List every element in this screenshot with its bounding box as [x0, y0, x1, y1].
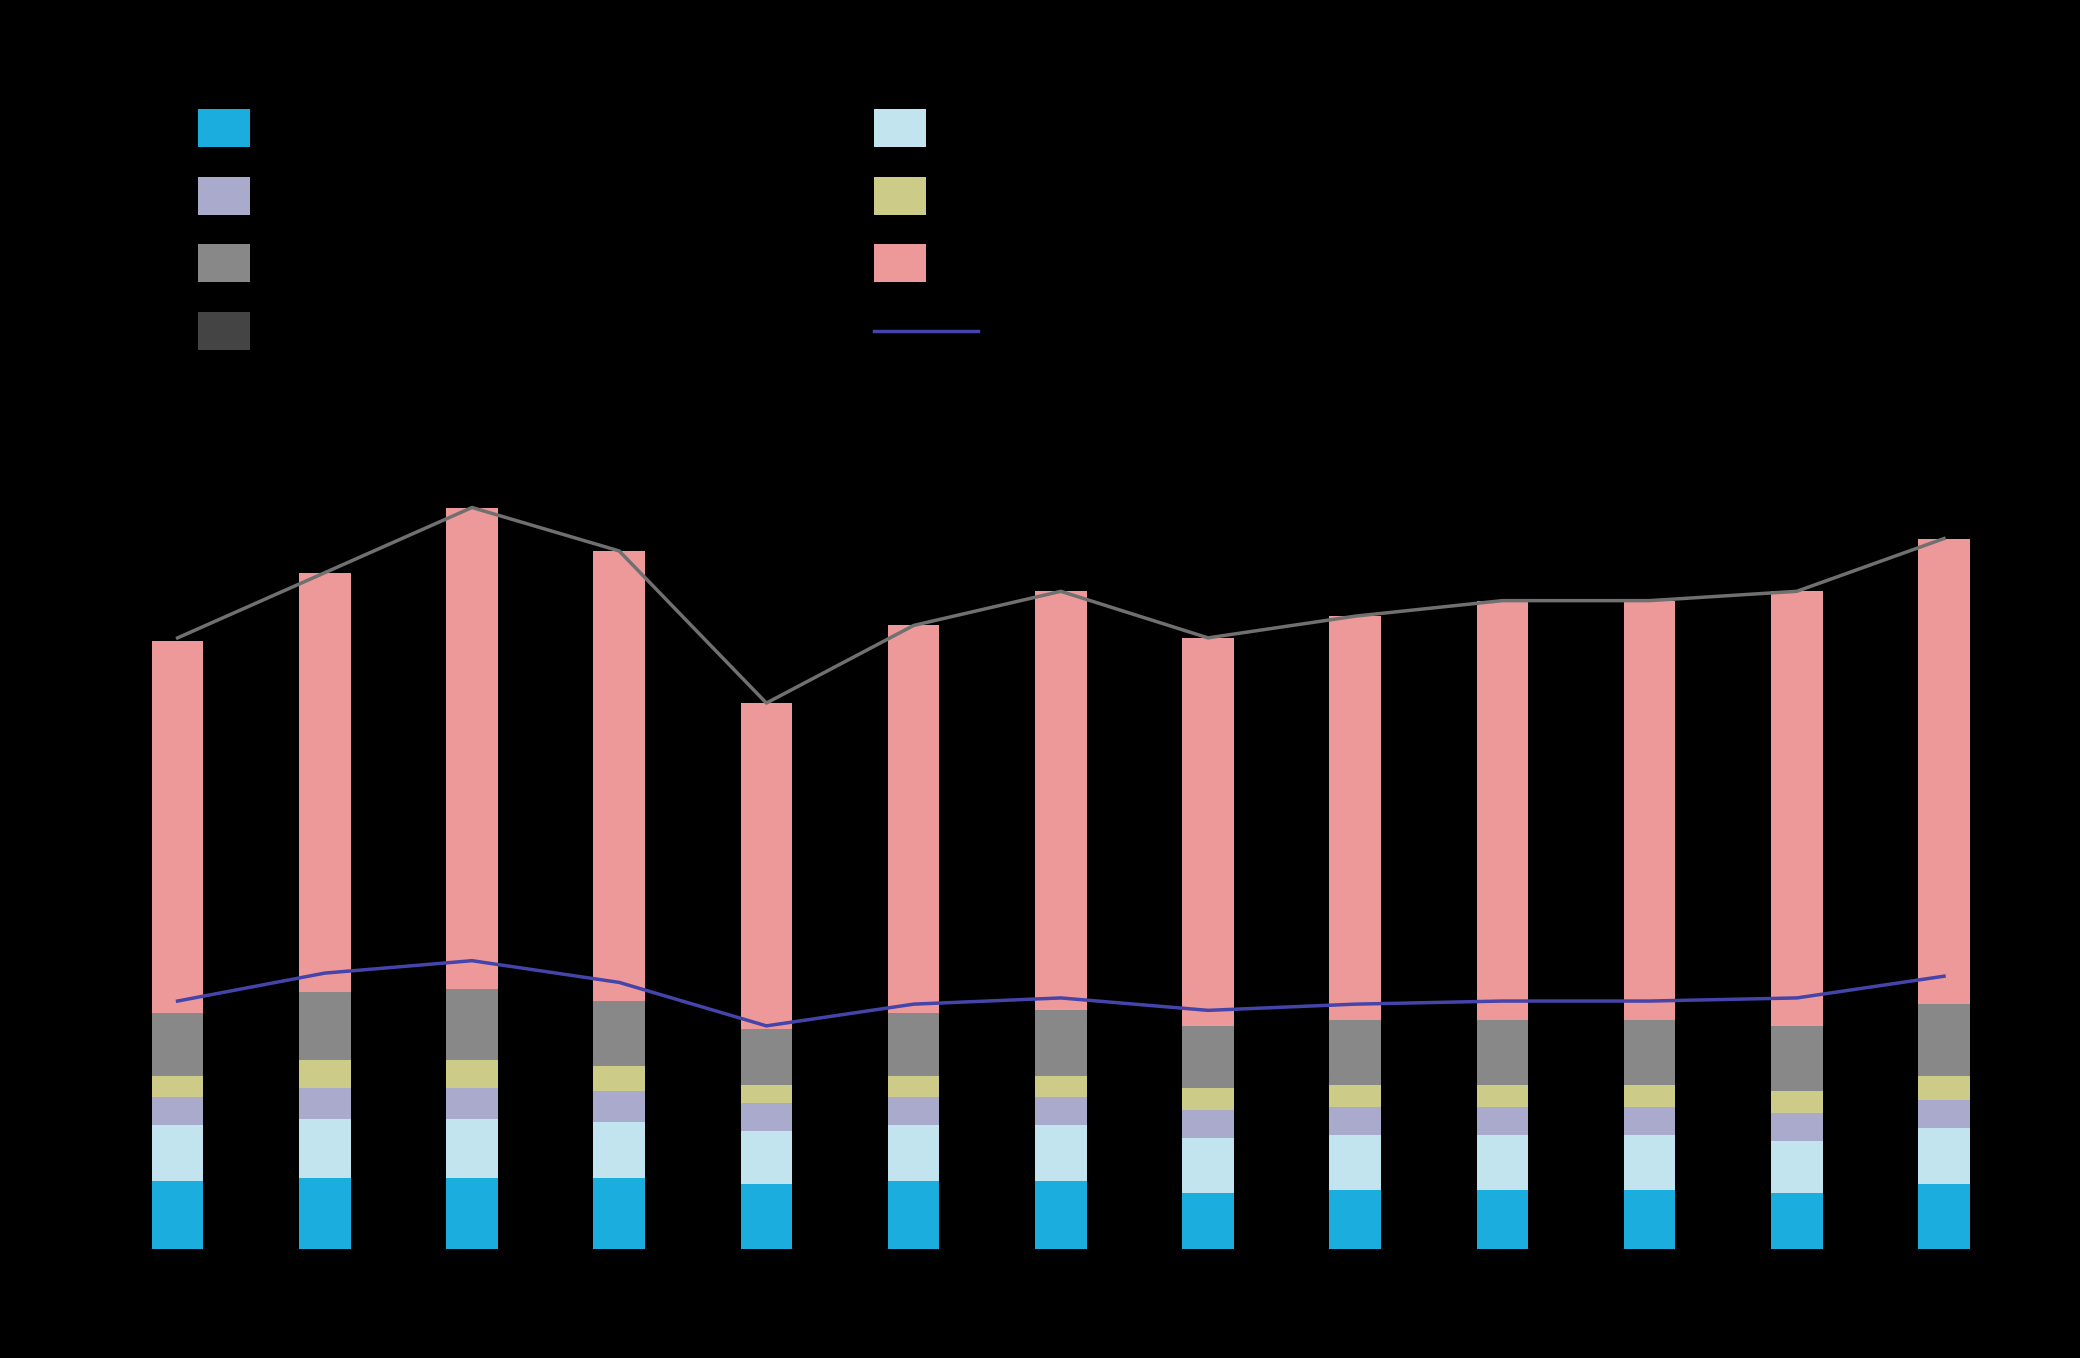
Bar	[1036, 591, 1086, 1010]
Bar	[1329, 1134, 1381, 1191]
Bar	[447, 1119, 497, 1177]
Bar	[447, 1061, 497, 1088]
Bar	[1036, 1010, 1086, 1076]
Bar	[593, 551, 645, 1001]
Bar	[1918, 1076, 1970, 1100]
Bar	[1477, 1107, 1529, 1134]
Bar	[447, 1088, 497, 1119]
Bar	[888, 1126, 940, 1181]
Bar	[1770, 1025, 1822, 1090]
Bar	[1770, 1194, 1822, 1249]
Bar	[1770, 1090, 1822, 1112]
Bar	[447, 989, 497, 1061]
Bar	[888, 1013, 940, 1076]
Bar	[300, 991, 352, 1061]
Bar	[1918, 1128, 1970, 1184]
Bar	[152, 1181, 204, 1249]
Bar	[300, 1088, 352, 1119]
Bar	[888, 1181, 940, 1249]
Bar	[740, 1085, 792, 1104]
Bar	[1329, 1085, 1381, 1107]
Bar	[1036, 1181, 1086, 1249]
Bar	[1477, 1191, 1529, 1249]
Bar	[888, 626, 940, 1013]
Bar	[1036, 1097, 1086, 1126]
Bar	[740, 1104, 792, 1131]
Bar	[1624, 1020, 1674, 1085]
Bar	[1477, 1134, 1529, 1191]
Bar	[1624, 1191, 1674, 1249]
Bar	[1918, 1004, 1970, 1076]
Bar	[1624, 1085, 1674, 1107]
Bar	[1918, 1100, 1970, 1128]
Bar	[447, 1177, 497, 1249]
Bar	[1918, 1184, 1970, 1249]
Bar	[1329, 617, 1381, 1020]
Bar	[740, 703, 792, 1029]
Bar	[1181, 1194, 1233, 1249]
Bar	[1770, 1141, 1822, 1194]
Bar	[152, 1097, 204, 1126]
Bar	[1624, 1134, 1674, 1191]
Bar	[300, 1119, 352, 1177]
Bar	[1624, 1107, 1674, 1134]
Bar	[1329, 1107, 1381, 1134]
Bar	[1036, 1126, 1086, 1181]
Bar	[300, 573, 352, 991]
Bar	[1036, 1076, 1086, 1097]
Bar	[152, 1076, 204, 1097]
Bar	[1181, 1025, 1233, 1088]
Bar	[1477, 1085, 1529, 1107]
Bar	[1770, 1112, 1822, 1141]
Bar	[888, 1097, 940, 1126]
Bar	[152, 1126, 204, 1181]
Bar	[1329, 1020, 1381, 1085]
Bar	[1181, 1109, 1233, 1138]
Bar	[1477, 1020, 1529, 1085]
Bar	[1477, 600, 1529, 1020]
Bar	[1918, 539, 1970, 1004]
Bar	[1770, 591, 1822, 1025]
Bar	[300, 1061, 352, 1088]
Bar	[1624, 600, 1674, 1020]
Bar	[740, 1184, 792, 1249]
Bar	[447, 508, 497, 989]
Bar	[1181, 1088, 1233, 1109]
Bar	[593, 1066, 645, 1090]
Bar	[888, 1076, 940, 1097]
Bar	[152, 641, 204, 1013]
Bar	[593, 1177, 645, 1249]
Bar	[300, 1177, 352, 1249]
Bar	[1329, 1191, 1381, 1249]
Bar	[1181, 638, 1233, 1025]
Bar	[740, 1029, 792, 1085]
Bar	[740, 1131, 792, 1184]
Bar	[152, 1013, 204, 1076]
Bar	[1181, 1138, 1233, 1194]
Bar	[593, 1122, 645, 1177]
Bar	[593, 1090, 645, 1122]
Bar	[593, 1001, 645, 1066]
